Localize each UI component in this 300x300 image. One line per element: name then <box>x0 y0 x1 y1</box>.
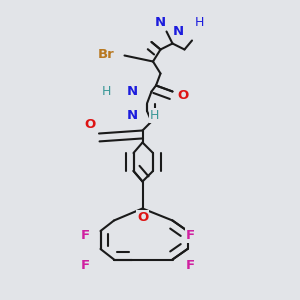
Text: F: F <box>81 259 90 272</box>
Text: O: O <box>137 211 148 224</box>
Text: H: H <box>150 109 159 122</box>
Text: Br: Br <box>98 47 115 61</box>
Text: N: N <box>155 16 166 29</box>
Text: F: F <box>186 229 195 242</box>
Text: F: F <box>186 259 195 272</box>
Text: H: H <box>195 16 204 29</box>
Text: N: N <box>173 25 184 38</box>
Text: N: N <box>126 85 138 98</box>
Text: F: F <box>81 229 90 242</box>
Text: H: H <box>102 85 111 98</box>
Text: N: N <box>126 109 138 122</box>
Text: O: O <box>84 118 96 131</box>
Text: O: O <box>177 89 189 103</box>
